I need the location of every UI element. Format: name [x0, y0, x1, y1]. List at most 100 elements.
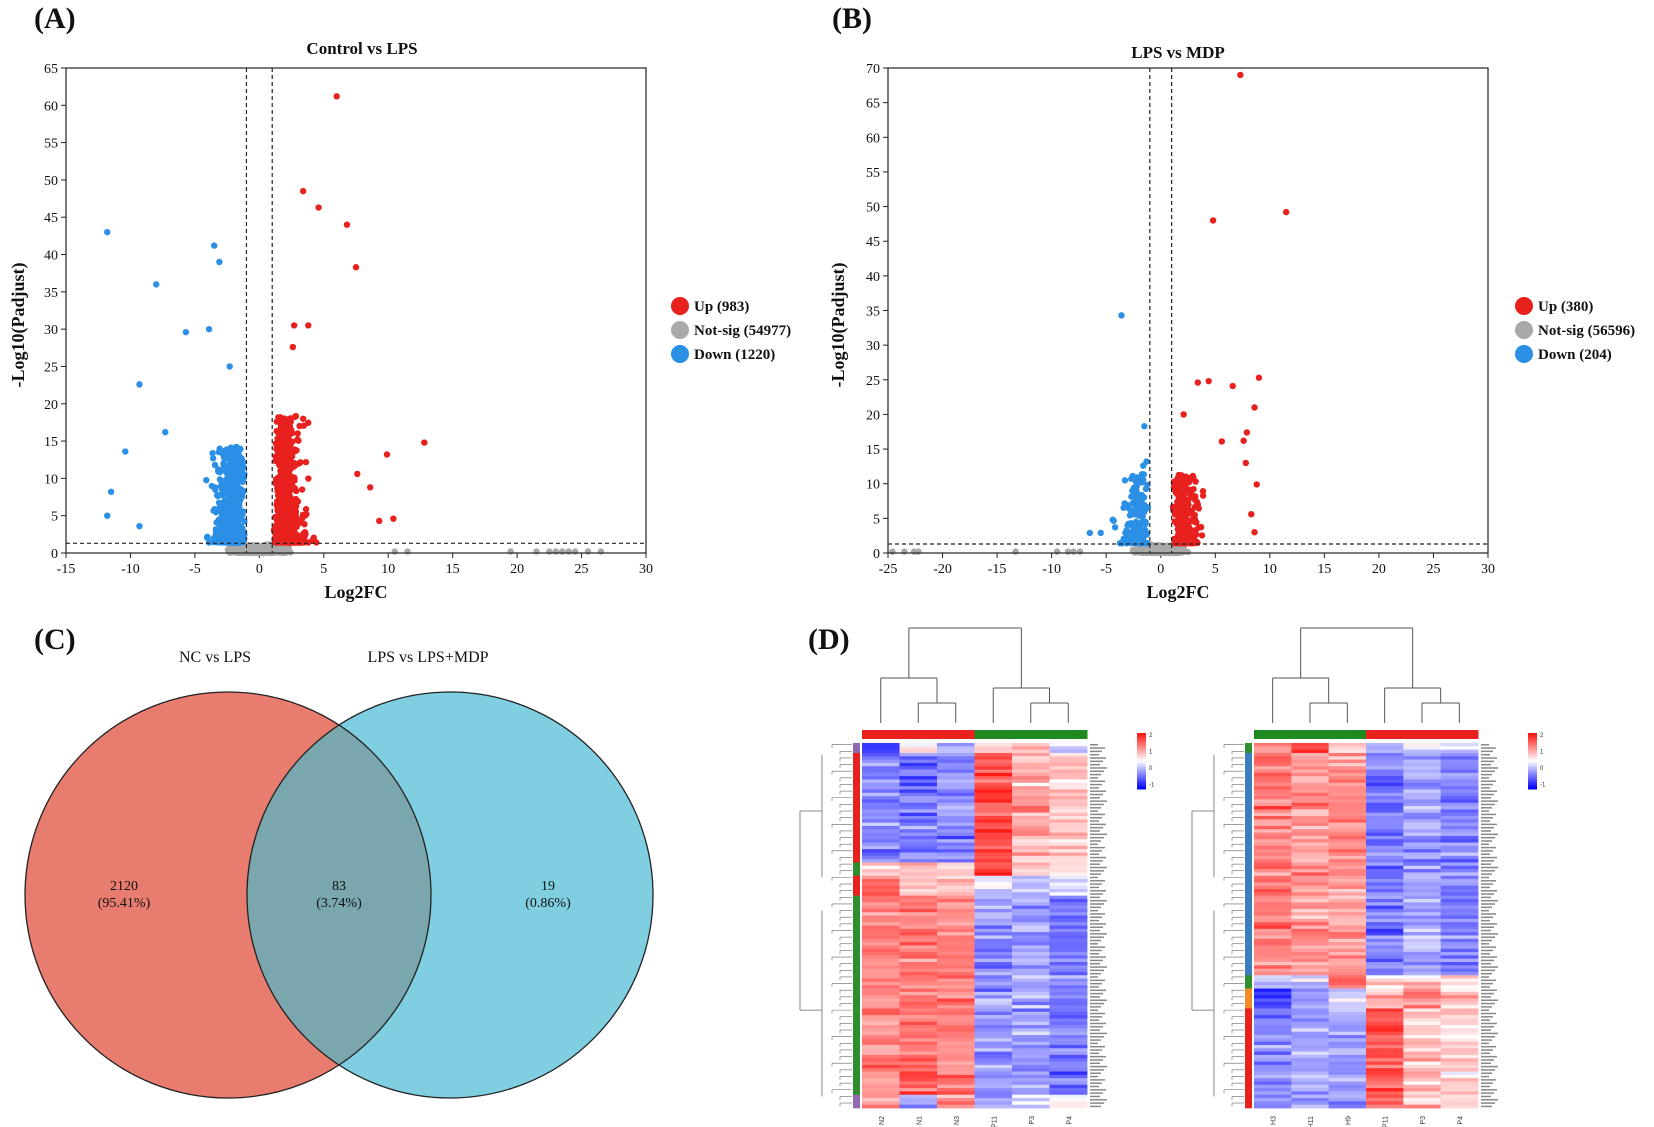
- heatmap-cell: [1012, 1061, 1050, 1066]
- point-up: [289, 463, 297, 470]
- point-up: [1197, 523, 1205, 531]
- point-up: [1172, 489, 1180, 497]
- heatmap-cell: [937, 809, 975, 814]
- heatmap-cell: [1012, 948, 1050, 953]
- heatmap-cell: [1403, 859, 1442, 863]
- heatmap-cell: [899, 872, 938, 877]
- heatmap-cell: [1328, 958, 1367, 963]
- legend-swatch: [1137, 761, 1146, 764]
- legend-swatch: [1137, 743, 1146, 746]
- heatmap-cell: [1366, 1001, 1404, 1006]
- heatmap-cell: [1254, 809, 1292, 814]
- heatmap-cell: [1012, 925, 1050, 930]
- heatmap-cell: [1403, 822, 1442, 827]
- heatmap-cell: [937, 902, 975, 906]
- heatmap-cell: [1254, 1058, 1292, 1062]
- heatmap-cell: [1440, 865, 1479, 870]
- heatmap-cell: [1328, 779, 1367, 784]
- heatmap-cell: [1366, 845, 1404, 850]
- point-down: [226, 363, 233, 370]
- heatmap-cell: [937, 1021, 975, 1026]
- heatmap-cell: [1440, 772, 1479, 777]
- heatmap-cell: [1254, 842, 1292, 847]
- heatmap-cell: [1440, 952, 1479, 956]
- y-tick-label: 25: [44, 360, 58, 375]
- heatmap-cell: [1291, 882, 1330, 887]
- venn-left-only-percent: (95.41%): [98, 896, 151, 911]
- heatmap-cell: [937, 1104, 975, 1109]
- heatmap-cell: [974, 776, 1013, 780]
- heatmap-cell: [899, 981, 938, 986]
- x-axis-ticks: -25 -20 -15 -10 -5 0 5 10 15 20 25 30: [879, 553, 1495, 577]
- heatmap-cell: [1366, 908, 1404, 913]
- point-down: [238, 487, 245, 494]
- heatmap-cell: [1049, 971, 1088, 976]
- heatmap-cell: [1254, 816, 1292, 820]
- row-label-mark: [1090, 899, 1107, 902]
- point-down: [236, 503, 243, 510]
- heatmap-cell: [974, 1011, 1013, 1016]
- heatmap-cell: [1049, 812, 1088, 817]
- heatmap-cell: [974, 945, 1013, 950]
- heatmap-cell: [899, 756, 938, 760]
- heatmap-cell: [937, 842, 975, 847]
- color-legend: 210-1: [1137, 733, 1155, 790]
- heatmap-cell: [1366, 1094, 1404, 1099]
- heatmap-cell: [1403, 1005, 1442, 1009]
- row-label-mark: [1090, 803, 1104, 806]
- heatmap-cell: [1254, 845, 1292, 850]
- row-label-mark: [1090, 953, 1099, 955]
- heatmap-cell: [1366, 1035, 1404, 1039]
- threshold-lines: [66, 68, 646, 553]
- heatmap-cell: [974, 882, 1013, 887]
- heatmap-cell: [899, 918, 938, 923]
- heatmap-cell: [1440, 975, 1479, 979]
- heatmap-cell: [1254, 998, 1292, 1003]
- point-up: [1194, 379, 1202, 386]
- heatmap-cell: [1366, 743, 1404, 747]
- heatmap-cell: [1049, 822, 1088, 827]
- heatmap-cell: [862, 802, 900, 807]
- venn-right-only-percent: (0.86%): [525, 896, 571, 911]
- heatmap-cell: [1012, 872, 1050, 877]
- heatmap-cell: [937, 819, 975, 824]
- heatmap-cell: [1440, 822, 1479, 827]
- heatmap-cell: [1328, 1098, 1367, 1102]
- point-down: [230, 509, 237, 516]
- point-down: [1142, 520, 1149, 528]
- heatmap-cell: [974, 829, 1013, 833]
- heatmap-cell: [1049, 955, 1088, 960]
- heatmap-cell: [1328, 971, 1367, 976]
- heatmap-cell: [1012, 978, 1050, 983]
- heatmap-cell: [937, 782, 975, 787]
- heatmap-cell: [1440, 991, 1479, 996]
- heatmap-cell: [1012, 882, 1050, 887]
- heatmap-cell: [1254, 975, 1292, 979]
- row-label-mark: [1090, 1105, 1101, 1108]
- heatmap-cell: [1403, 865, 1442, 870]
- heatmap-cell: [1366, 819, 1404, 824]
- heatmap-cell: [1291, 743, 1330, 747]
- row-label-mark: [1090, 966, 1107, 968]
- row-label-mark: [1090, 1016, 1102, 1018]
- x-tick-label: -10: [121, 562, 140, 577]
- heatmap-cell: [974, 1025, 1013, 1029]
- heatmap-cell: [1366, 1101, 1404, 1106]
- heatmap-cell: [1440, 1018, 1479, 1023]
- heatmap-cell: [1049, 1084, 1088, 1089]
- point-down: [220, 459, 227, 467]
- heatmap-cell: [1403, 776, 1442, 780]
- point-up: [274, 448, 282, 456]
- heatmap-cell: [1049, 1048, 1088, 1052]
- heatmap-cell: [1328, 812, 1367, 817]
- heatmap-cell: [899, 819, 938, 824]
- heatmap-cell: [1254, 766, 1292, 770]
- heatmap-cell: [1254, 1071, 1292, 1076]
- legend-marker-notsig: [671, 321, 689, 339]
- heatmap-cell: [1403, 869, 1442, 873]
- heatmap-cell: [1440, 965, 1479, 970]
- heatmap-cell: [1049, 1061, 1088, 1066]
- legend-swatch: [1137, 735, 1146, 738]
- row-group-cell: [853, 1094, 860, 1109]
